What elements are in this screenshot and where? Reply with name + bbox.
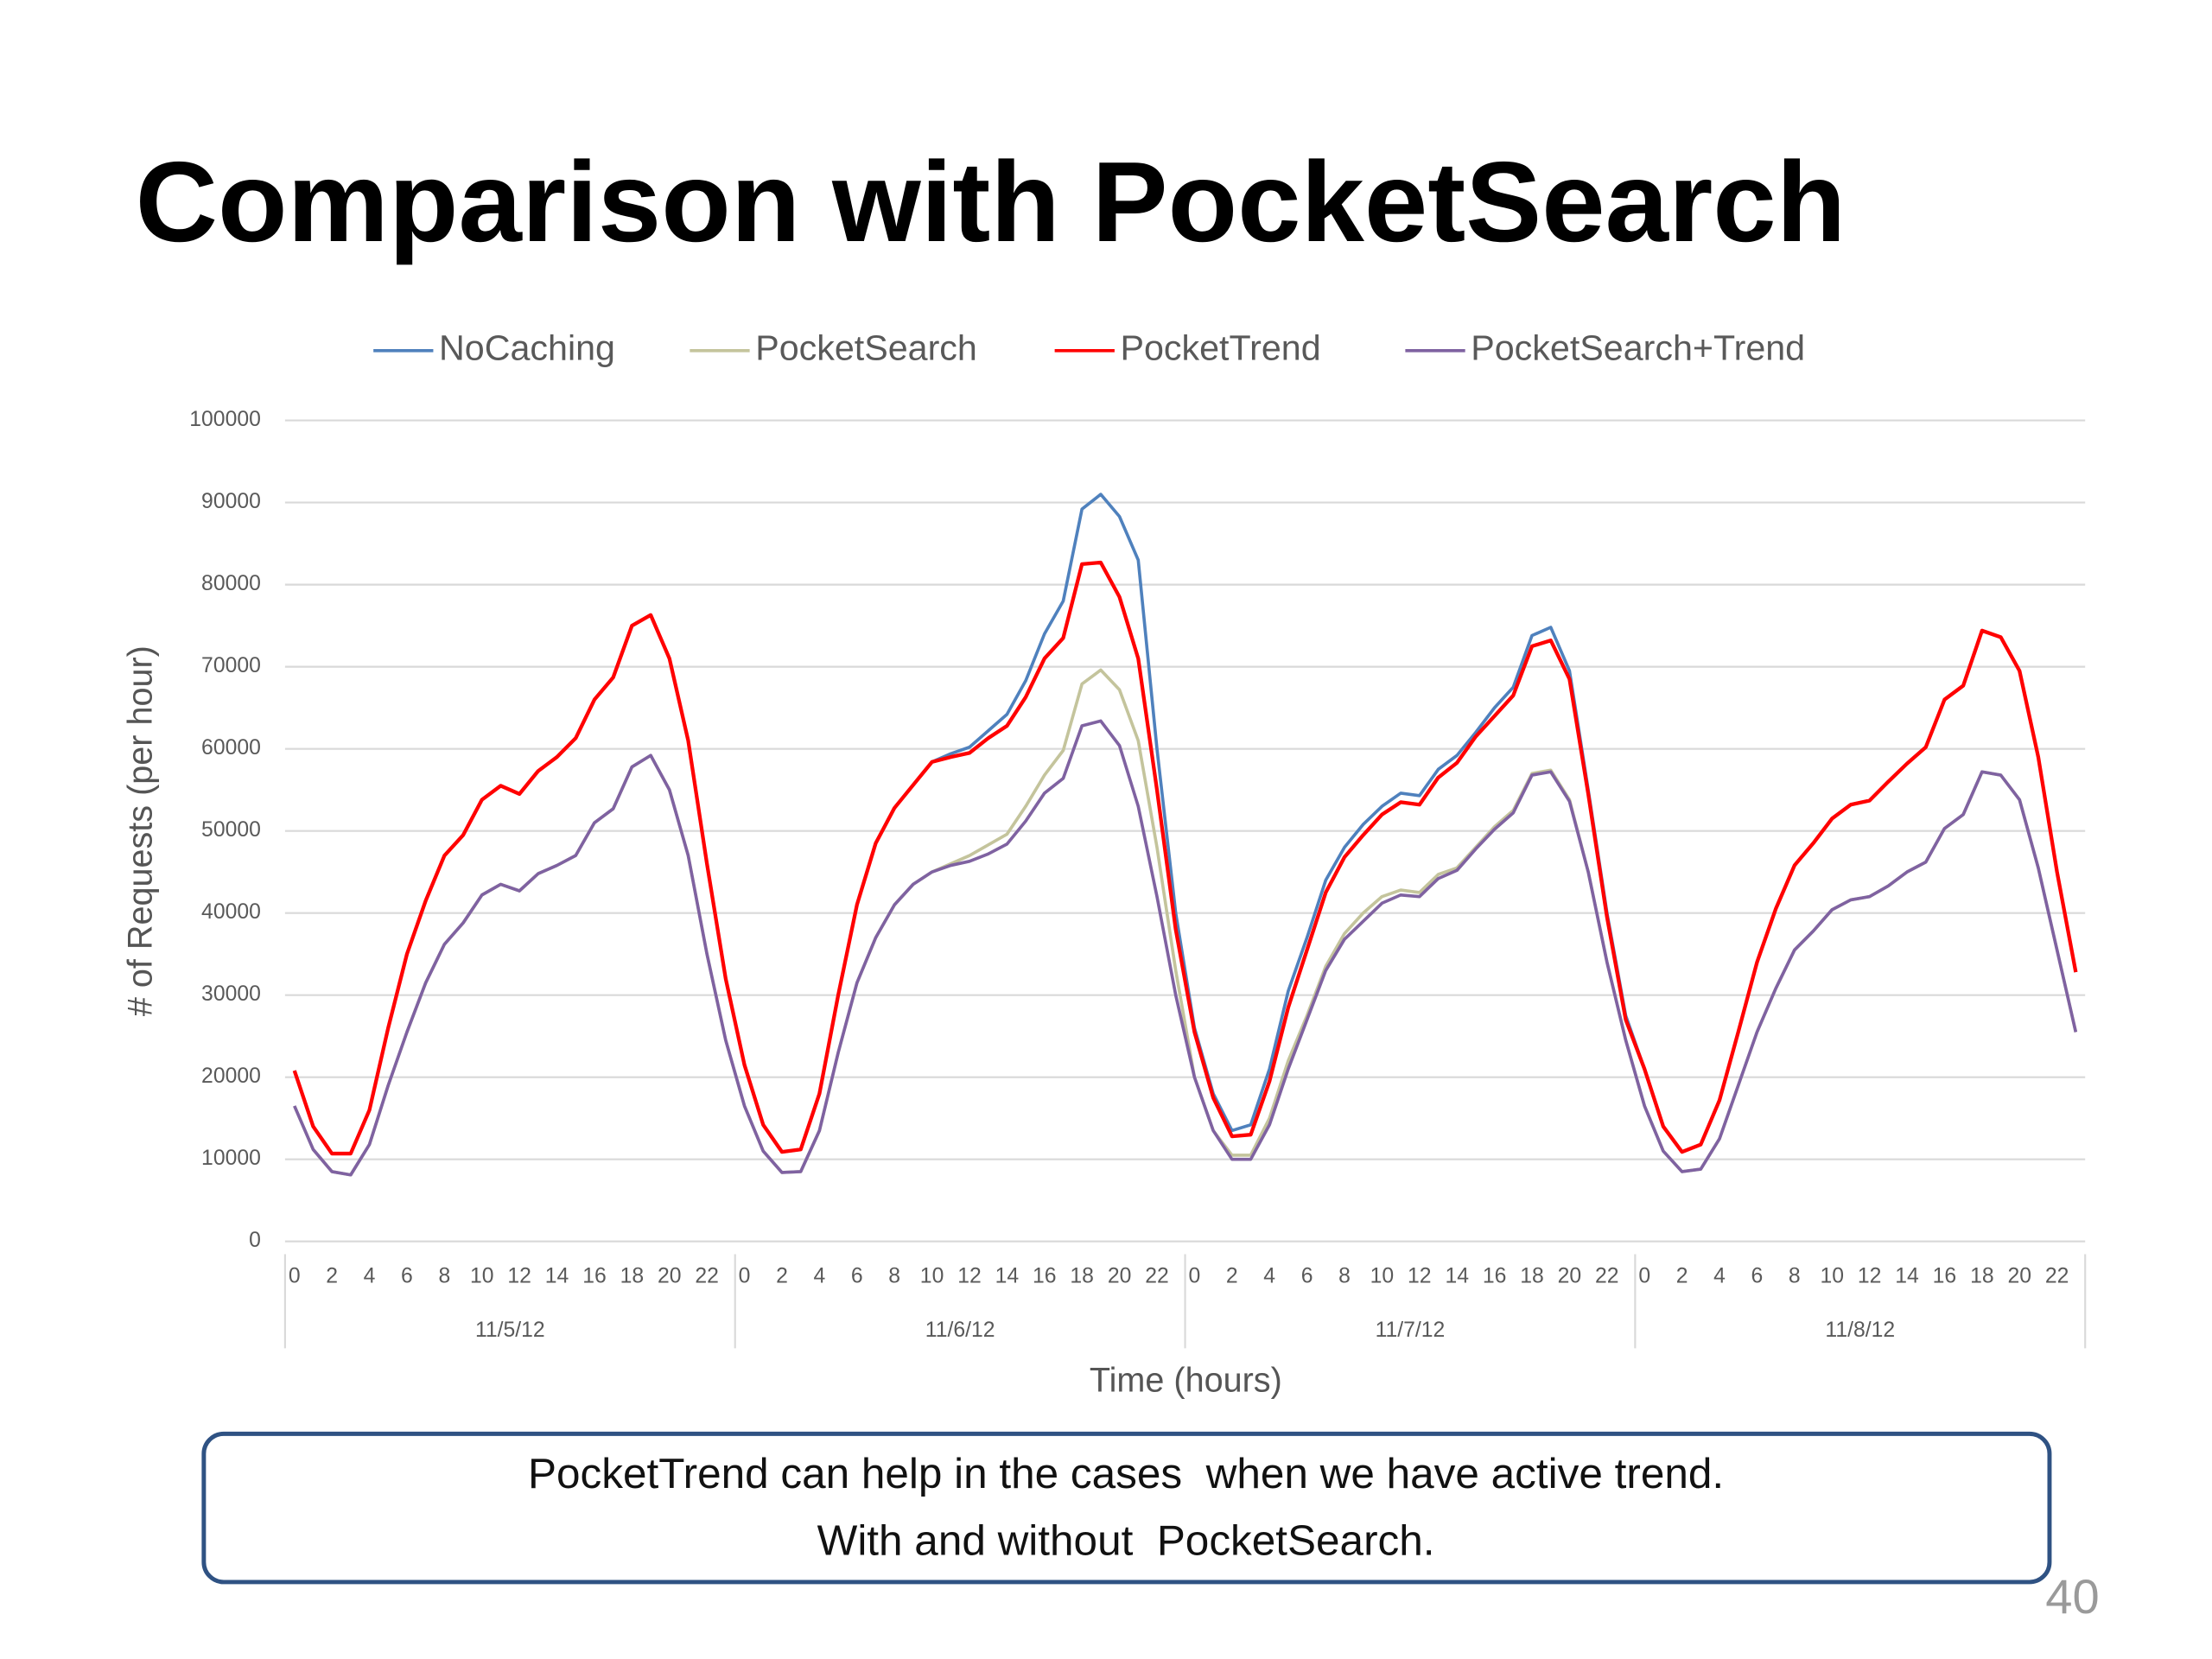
y-tick-label: 50000 xyxy=(201,818,261,842)
series-line xyxy=(293,719,2078,1177)
x-tick-label: 22 xyxy=(695,1264,719,1287)
x-tick-label: 18 xyxy=(1520,1264,1544,1287)
x-tick-label: 18 xyxy=(620,1264,645,1287)
y-tick-label: 30000 xyxy=(201,982,261,1006)
x-tick-label: 22 xyxy=(1595,1264,1619,1287)
x-tick-label: 14 xyxy=(545,1264,569,1287)
note-line: PocketTrend can help in the cases when w… xyxy=(528,1450,1724,1497)
x-tick-label: 20 xyxy=(658,1264,682,1287)
x-tick-label: 8 xyxy=(888,1264,900,1287)
y-tick-label: 90000 xyxy=(201,490,261,513)
x-axis-title: Time (hours) xyxy=(1090,1361,1282,1399)
x-tick-label: 0 xyxy=(739,1264,751,1287)
x-tick-label: 22 xyxy=(1145,1264,1169,1287)
x-tick-label: 10 xyxy=(1820,1264,1844,1287)
x-tick-label: 14 xyxy=(1445,1264,1469,1287)
x-tick-label: 0 xyxy=(289,1264,301,1287)
x-tick-label: 10 xyxy=(470,1264,494,1287)
x-tick-label: 6 xyxy=(1301,1264,1313,1287)
group-label: 11/8/12 xyxy=(1825,1319,1895,1342)
x-tick-label: 6 xyxy=(851,1264,863,1287)
x-tick-label: 12 xyxy=(957,1264,982,1287)
x-tick-label: 4 xyxy=(364,1264,376,1287)
legend-label: PocketSearch xyxy=(755,328,977,368)
legend-label: PocketTrend xyxy=(1120,328,1320,368)
x-tick-label: 12 xyxy=(1408,1264,1432,1287)
x-tick-label: 8 xyxy=(1789,1264,1801,1287)
x-tick-label: 12 xyxy=(507,1264,531,1287)
y-axis-title: # of Requests (per hour) xyxy=(121,645,159,1016)
page-number: 40 xyxy=(2045,1569,2099,1624)
x-tick-label: 0 xyxy=(1638,1264,1650,1287)
note-line: With and without PocketSearch. xyxy=(817,1516,1435,1564)
group-label: 11/5/12 xyxy=(475,1319,545,1342)
x-tick-label: 4 xyxy=(1263,1264,1275,1287)
legend-label: PocketSearch+Trend xyxy=(1471,328,1805,368)
x-tick-label: 10 xyxy=(920,1264,944,1287)
y-tick-label: 100000 xyxy=(189,408,261,431)
x-tick-label: 6 xyxy=(1751,1264,1764,1287)
x-tick-label: 16 xyxy=(1933,1264,1957,1287)
x-tick-label: 2 xyxy=(326,1264,338,1287)
x-tick-label: 16 xyxy=(582,1264,607,1287)
x-tick-label: 12 xyxy=(1858,1264,1882,1287)
x-tick-label: 8 xyxy=(438,1264,450,1287)
x-tick-label: 22 xyxy=(2045,1264,2069,1287)
x-tick-label: 16 xyxy=(1483,1264,1507,1287)
x-tick-label: 0 xyxy=(1189,1264,1201,1287)
x-tick-label: 14 xyxy=(995,1264,1020,1287)
x-tick-label: 10 xyxy=(1370,1264,1395,1287)
y-tick-label: 40000 xyxy=(201,900,261,924)
y-tick-label: 20000 xyxy=(201,1065,261,1088)
y-tick-label: 0 xyxy=(249,1229,261,1252)
slide-title: Comparison with PocketSearch xyxy=(136,138,1847,265)
y-tick-label: 10000 xyxy=(201,1147,261,1170)
x-tick-label: 6 xyxy=(401,1264,413,1287)
x-tick-label: 2 xyxy=(776,1264,788,1287)
x-tick-label: 4 xyxy=(813,1264,825,1287)
x-tick-label: 16 xyxy=(1033,1264,1057,1287)
y-tick-label: 70000 xyxy=(201,654,261,677)
note-box xyxy=(201,1431,2052,1585)
x-tick-label: 8 xyxy=(1338,1264,1351,1287)
x-tick-label: 2 xyxy=(1676,1264,1688,1287)
y-tick-label: 80000 xyxy=(201,572,261,595)
group-label: 11/6/12 xyxy=(925,1319,995,1342)
x-tick-label: 2 xyxy=(1226,1264,1238,1287)
x-tick-label: 20 xyxy=(1108,1264,1132,1287)
legend-label: NoCaching xyxy=(439,328,615,368)
series-line xyxy=(292,560,2078,1156)
group-label: 11/7/12 xyxy=(1376,1319,1446,1342)
x-tick-label: 20 xyxy=(2007,1264,2031,1287)
x-tick-label: 18 xyxy=(1970,1264,1994,1287)
x-tick-label: 4 xyxy=(1713,1264,1726,1287)
x-tick-label: 18 xyxy=(1070,1264,1094,1287)
x-tick-label: 20 xyxy=(1558,1264,1582,1287)
y-tick-label: 60000 xyxy=(201,736,261,760)
x-tick-label: 14 xyxy=(1895,1264,1919,1287)
